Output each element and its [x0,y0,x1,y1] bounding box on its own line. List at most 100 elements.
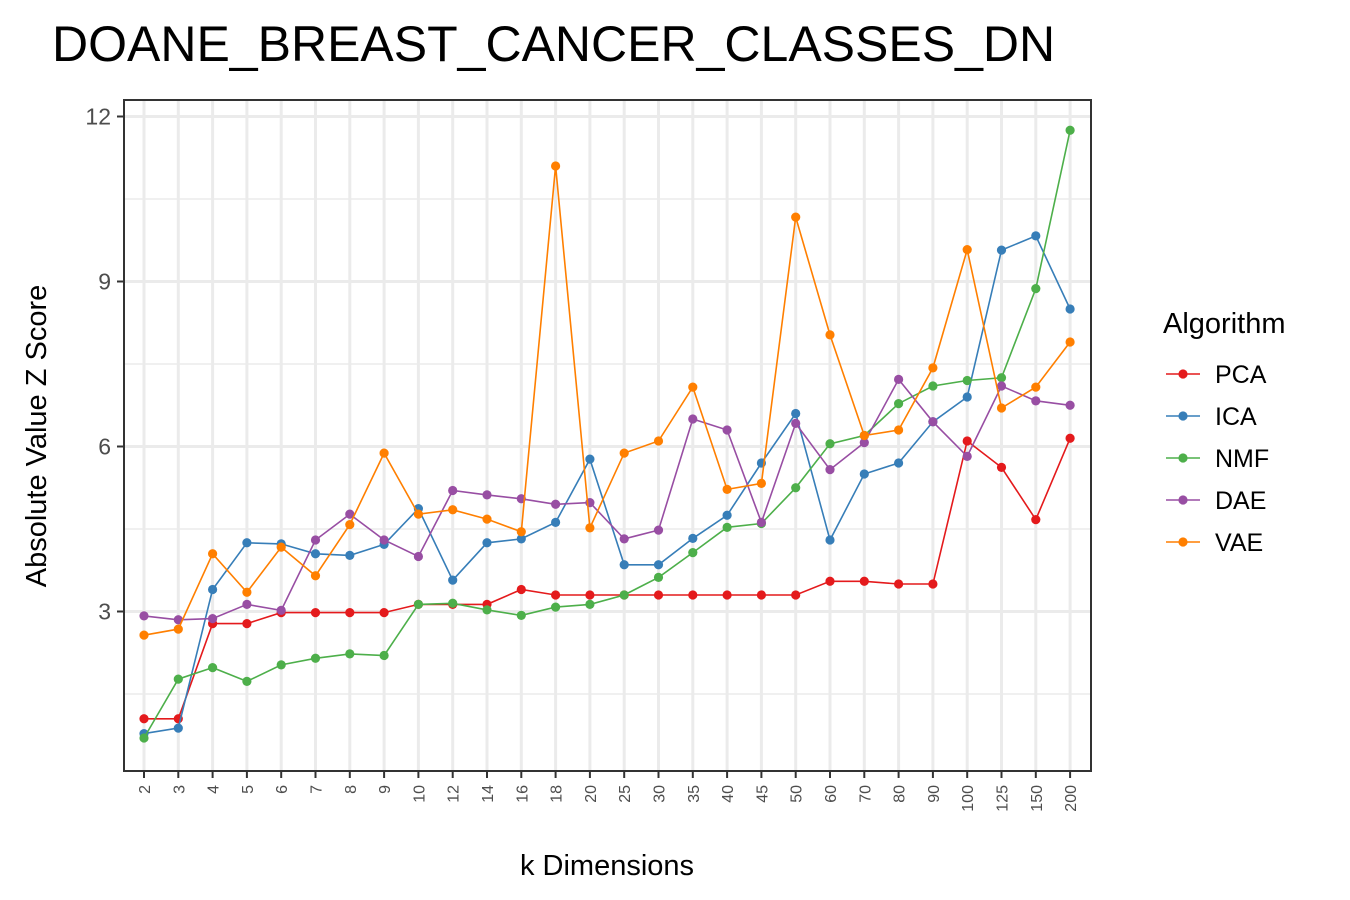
data-point-vae [619,448,629,458]
data-point-nmf [276,660,286,670]
series-vae [139,161,1075,640]
data-point-ica [448,575,458,585]
data-point-ica [619,560,629,570]
data-point-pca [825,576,835,586]
x-axis-title: k Dimensions [520,850,694,882]
data-point-nmf [825,439,835,449]
data-point-vae [756,478,767,488]
data-point-vae [1031,382,1041,392]
data-point-dae [859,438,869,448]
data-point-vae [996,403,1007,413]
data-point-dae [688,414,698,424]
legend-item-vae: VAE [1166,529,1263,557]
x-tick-label: 7 [309,785,326,794]
data-point-pca [516,584,526,595]
data-point-vae [722,484,732,494]
data-point-vae [276,542,286,552]
data-point-nmf [894,399,904,409]
data-point-dae [756,517,767,528]
data-point-pca [756,590,767,600]
data-point-vae [825,330,835,340]
chart-title: DOANE_BREAST_CANCER_CLASSES_DN [52,16,1056,72]
data-point-dae [310,535,321,545]
data-point-nmf [242,676,252,686]
data-point-vae [208,549,218,559]
data-point-pca [688,590,698,600]
data-point-dae [996,381,1007,391]
x-tick-label: 9 [377,785,394,794]
data-point-nmf [448,598,458,608]
data-point-dae [791,418,801,428]
data-point-vae [310,571,321,581]
data-point-pca [791,590,801,600]
data-point-dae [551,499,561,509]
legend-item-pca: PCA [1166,361,1267,389]
x-tick-label: 16 [514,785,531,803]
data-point-nmf [791,483,801,493]
data-point-nmf [928,381,938,391]
x-tick-label: 6 [274,785,291,794]
data-point-nmf [585,599,595,609]
plot-border [123,99,1092,772]
data-point-ica [208,584,218,595]
data-point-nmf [962,375,972,386]
data-point-ica [791,408,801,419]
data-point-dae [173,615,183,625]
data-point-vae [653,436,664,446]
data-point-pca [585,590,595,600]
data-point-nmf [482,605,492,615]
data-point-vae [894,425,904,435]
data-point-nmf [345,649,355,659]
y-tick-label: 3 [98,599,111,625]
data-point-ica [859,469,869,479]
data-point-dae [345,509,355,519]
data-point-nmf [653,572,664,583]
data-point-nmf [996,373,1007,383]
data-point-nmf [619,590,629,600]
x-tick-label: 90 [926,785,943,803]
x-tick-label: 45 [754,785,771,803]
legend-label: VAE [1215,529,1263,557]
x-tick-label: 18 [549,785,566,803]
x-tick-label: 80 [892,785,909,803]
data-point-pca [551,590,561,600]
data-point-dae [722,425,732,435]
data-point-dae [139,611,149,621]
data-point-pca [859,576,869,586]
data-point-dae [379,535,389,545]
x-tick-label: 10 [411,785,428,803]
data-point-vae [791,212,801,222]
x-tick-label: 3 [171,785,188,794]
data-point-ica [345,550,355,561]
data-point-nmf [413,599,423,609]
data-point-dae [1065,400,1075,410]
x-tick-label: 50 [789,785,806,803]
x-tick-label: 25 [617,785,634,803]
legend-label: ICA [1215,403,1257,431]
data-point-ica [482,538,492,548]
data-point-dae [962,451,972,461]
series-line-pca [144,437,1071,720]
data-point-pca [1065,433,1075,443]
data-point-vae [448,505,458,515]
data-point-ica [1065,304,1075,314]
legend-label: DAE [1215,487,1266,515]
legend-key-point [1178,495,1188,505]
data-point-vae [585,523,595,533]
y-tick-label: 9 [98,269,111,295]
x-tick-label: 150 [1029,785,1046,812]
data-point-pca [722,590,732,600]
y-axis-title: Absolute Value Z Score [21,285,53,588]
legend-item-nmf: NMF [1166,445,1269,473]
data-point-vae [413,509,423,519]
series-line-vae [143,165,1071,636]
x-tick-label: 2 [137,785,154,794]
data-point-pca [139,714,149,724]
x-tick-label: 40 [720,785,737,803]
data-point-dae [1031,396,1041,406]
series-nmf [139,125,1075,743]
x-tick-label: 70 [857,785,874,803]
data-point-ica [722,510,732,520]
